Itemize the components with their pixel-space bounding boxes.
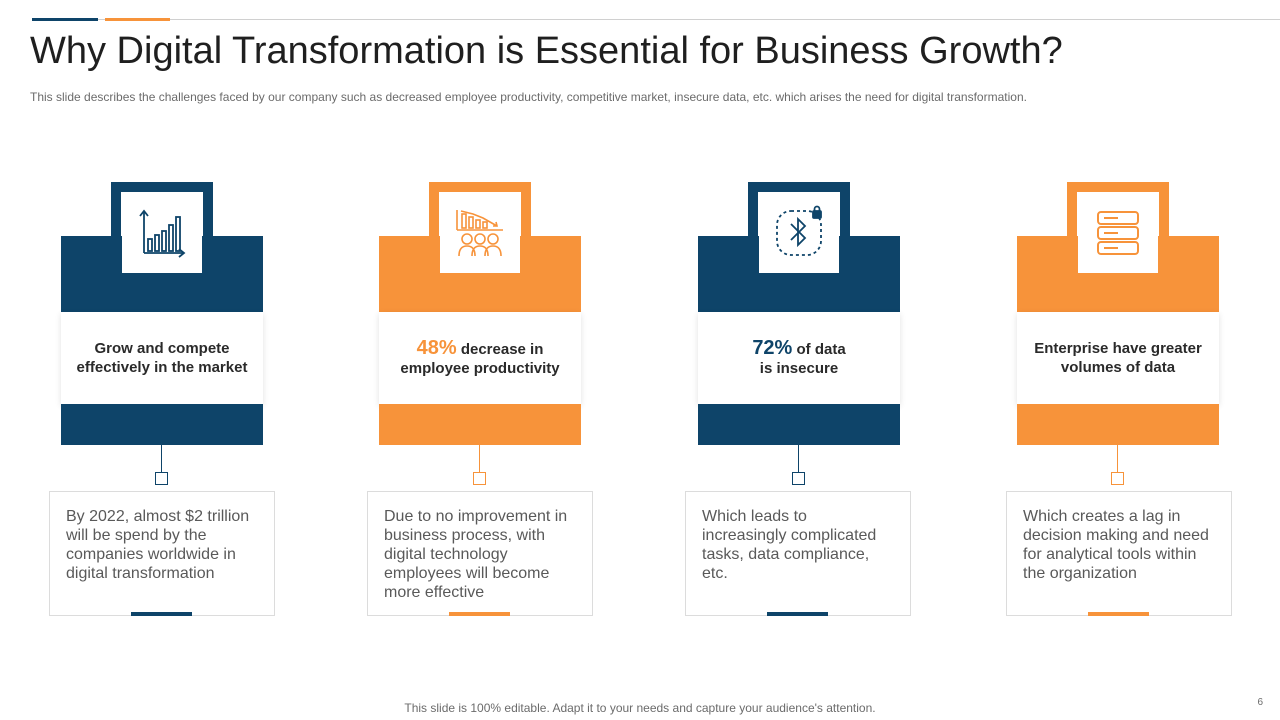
card-heading: Grow and compete effectively in the mark…	[61, 312, 263, 404]
card-heading-line1: decrease in	[456, 340, 544, 358]
icon-frame	[748, 182, 850, 250]
card-heading-line1: Enterprise have greater	[1034, 340, 1202, 357]
declining-team-chart-icon	[456, 210, 503, 257]
card-heading-line1: of data	[792, 340, 846, 358]
description-accent-bar	[131, 612, 192, 616]
card-bottom-band	[61, 404, 263, 445]
icon-box	[1078, 193, 1158, 273]
header-accent-blue	[32, 18, 98, 21]
card-bottom-band	[1017, 404, 1219, 445]
page-number: 6	[1257, 697, 1263, 708]
card-data-volume: Enterprise have greater volumes of data …	[1006, 0, 1257, 720]
connector-square	[473, 472, 486, 485]
header-rule	[32, 19, 1280, 20]
card-heading-line2: volumes of data	[1060, 359, 1176, 376]
icon-box	[122, 193, 202, 273]
description-accent-bar	[767, 612, 828, 616]
card-bottom-band	[698, 404, 900, 445]
connector-line	[1117, 445, 1118, 472]
header-accent-orange	[105, 18, 170, 21]
description-accent-bar	[449, 612, 510, 616]
card-heading-line1: Grow and compete	[94, 340, 230, 357]
card-description: Due to no improvement in business proces…	[384, 508, 568, 601]
card-description: By 2022, almost $2 trillion will be spen…	[66, 508, 250, 582]
card-heading: Enterprise have greater volumes of data	[1017, 312, 1219, 404]
connector-square	[1111, 472, 1124, 485]
slide-title: Why Digital Transformation is Essential …	[30, 30, 1063, 72]
card-description: Which leads to increasingly complicated …	[702, 508, 877, 582]
connector-line	[479, 445, 480, 472]
card-description: Which creates a lag in decision making a…	[1023, 508, 1209, 582]
connector-line	[798, 445, 799, 472]
connector-line	[161, 445, 162, 472]
icon-box	[440, 193, 520, 273]
icon-box	[759, 193, 839, 273]
icon-frame	[1067, 182, 1169, 250]
card-stat: 48%	[416, 336, 457, 359]
card-market: Grow and compete effectively in the mark…	[49, 0, 301, 720]
icon-frame	[429, 182, 531, 250]
card-heading-line2: is insecure	[759, 359, 839, 377]
card-bottom-band	[379, 404, 581, 445]
description-accent-bar	[1088, 612, 1149, 616]
card-heading: 48% decrease in employee productivity	[379, 312, 581, 404]
card-description-box: Which creates a lag in decision making a…	[1006, 491, 1232, 616]
database-server-icon	[1097, 211, 1139, 255]
connector-square	[792, 472, 805, 485]
card-description-box: Which leads to increasingly complicated …	[685, 491, 911, 616]
card-heading-line2: employee productivity	[400, 359, 560, 377]
card-description-box: Due to no improvement in business proces…	[367, 491, 593, 616]
icon-frame	[111, 182, 213, 250]
card-productivity: 48% decrease in employee productivity Du…	[367, 0, 619, 720]
slide-footer: This slide is 100% editable. Adapt it to…	[404, 701, 876, 715]
card-heading: 72% of data is insecure	[698, 312, 900, 404]
card-stat: 72%	[752, 336, 793, 359]
bar-chart-icon	[139, 209, 186, 258]
slide-subtitle: This slide describes the challenges face…	[30, 90, 1027, 104]
bluetooth-lock-icon	[776, 205, 822, 256]
card-security: 72% of data is insecure Which leads to i…	[685, 0, 938, 720]
card-description-box: By 2022, almost $2 trillion will be spen…	[49, 491, 275, 616]
card-heading-line2: effectively in the market	[76, 359, 248, 376]
connector-square	[155, 472, 168, 485]
